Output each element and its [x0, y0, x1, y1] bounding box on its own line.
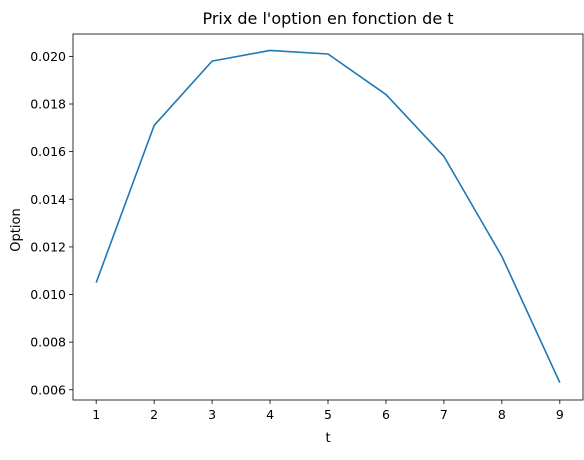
x-tick-label: 3 — [208, 407, 216, 422]
plot-area: 1 2 3 4 5 6 7 8 9 0.006 0.008 0.010 0.012 0.014 0.016 0… — [30, 34, 583, 422]
chart-title: Prix de l'option en fonction de t — [202, 9, 453, 28]
x-tick-label: 2 — [150, 407, 158, 422]
x-tick-label: 8 — [498, 407, 506, 422]
y-tick-label: 0.016 — [30, 144, 66, 159]
y-tick-label: 0.006 — [30, 382, 66, 397]
plot-frame — [73, 34, 583, 400]
x-tick-label: 7 — [440, 407, 448, 422]
y-tick-label: 0.010 — [30, 287, 66, 302]
x-tick-label: 1 — [92, 407, 100, 422]
y-tick-label: 0.014 — [30, 192, 66, 207]
y-tick-label: 0.018 — [30, 97, 66, 112]
y-tick-label: 0.012 — [30, 239, 66, 254]
y-tick-label: 0.008 — [30, 335, 66, 350]
x-tick-label: 9 — [556, 407, 564, 422]
x-tick-label: 6 — [382, 407, 390, 422]
x-axis-label: t — [325, 431, 330, 446]
x-tick-label: 5 — [324, 407, 332, 422]
y-tick-label: 0.020 — [30, 49, 66, 64]
y-axis-label: Option — [9, 208, 24, 251]
x-tick-label: 4 — [266, 407, 274, 422]
series-line — [96, 50, 560, 382]
